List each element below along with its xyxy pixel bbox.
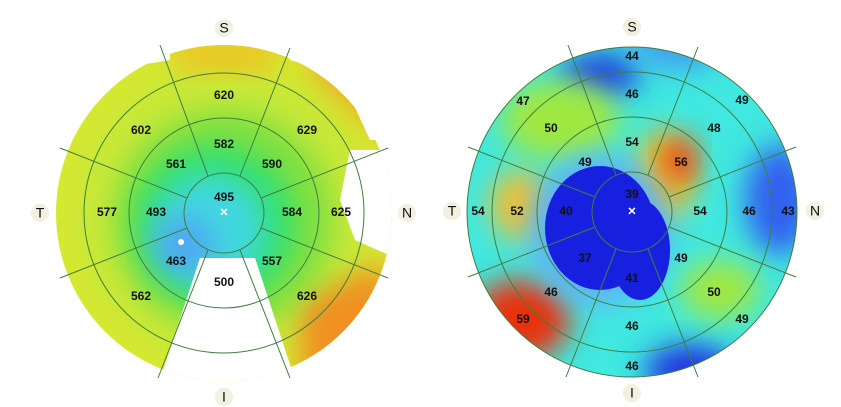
- center-mark: ×: [220, 204, 228, 220]
- thickness-value: 602: [131, 123, 151, 137]
- thickness-value: 41: [625, 271, 639, 285]
- direction-label: T: [448, 203, 457, 219]
- thickness-value: 46: [742, 204, 756, 218]
- direction-label: N: [810, 203, 820, 219]
- thickness-value: 46: [625, 87, 639, 101]
- thickness-value: 46: [625, 319, 639, 333]
- thickness-value: 46: [544, 285, 558, 299]
- apex-dot: [178, 239, 184, 245]
- right-values: 44 47 49 46 50 48 54 56 49 39 54 52 40 5…: [471, 49, 795, 373]
- thickness-value: 52: [510, 204, 524, 218]
- direction-label: S: [627, 19, 636, 35]
- thickness-value: 49: [735, 312, 749, 326]
- thickness-value: 49: [674, 251, 688, 265]
- thickness-value: 43: [781, 204, 795, 218]
- thickness-value: 500: [214, 275, 234, 289]
- thickness-value: 40: [559, 204, 573, 218]
- right-labels: S T N I: [443, 18, 824, 402]
- thickness-value: 626: [297, 289, 317, 303]
- thickness-value: 59: [516, 312, 530, 326]
- left-map: × S T N I 620 602 629 582 561 590 495 57…: [31, 19, 416, 406]
- thickness-value: 49: [735, 93, 749, 107]
- direction-label: I: [222, 389, 226, 405]
- thickness-value: 561: [166, 157, 186, 171]
- center-mark: ×: [628, 203, 636, 219]
- left-color-field: [56, 45, 392, 381]
- thickness-value: 577: [97, 205, 117, 219]
- thickness-value: 625: [331, 205, 351, 219]
- right-color-field: [467, 47, 797, 377]
- thickness-value: 47: [516, 94, 530, 108]
- direction-label: S: [219, 20, 228, 36]
- thickness-value: 46: [625, 359, 639, 373]
- thickness-value: 495: [214, 190, 234, 204]
- thickness-value: 557: [262, 254, 282, 268]
- thickness-value: 44: [625, 49, 639, 63]
- thickness-value: 629: [297, 123, 317, 137]
- thickness-value: 56: [674, 155, 688, 169]
- thickness-value: 49: [578, 155, 592, 169]
- thickness-value: 54: [625, 135, 639, 149]
- right-sector-lines: [467, 44, 797, 378]
- thickness-value: 582: [214, 137, 234, 151]
- direction-label: N: [402, 205, 412, 221]
- right-map: × S T N I 44 47 49 46 50 48 54 56 49 39 …: [443, 18, 824, 402]
- left-labels: S T N I: [31, 19, 416, 406]
- thickness-value: 590: [262, 157, 282, 171]
- direction-label: I: [630, 385, 634, 401]
- thickness-value: 50: [544, 121, 558, 135]
- thickness-value: 54: [693, 204, 707, 218]
- thickness-value: 48: [707, 121, 721, 135]
- left-values: 620 602 629 582 561 590 495 577 493 584 …: [97, 88, 351, 303]
- thickness-value: 584: [282, 205, 302, 219]
- thickness-value: 463: [166, 254, 186, 268]
- thickness-value: 39: [625, 187, 639, 201]
- thickness-value: 620: [214, 88, 234, 102]
- thickness-value: 50: [707, 285, 721, 299]
- thickness-value: 493: [146, 205, 166, 219]
- thickness-value: 37: [578, 251, 592, 265]
- thickness-value: 562: [131, 289, 151, 303]
- left-sector-lines: [59, 44, 389, 379]
- thickness-value: 54: [471, 204, 485, 218]
- direction-label: T: [36, 205, 45, 221]
